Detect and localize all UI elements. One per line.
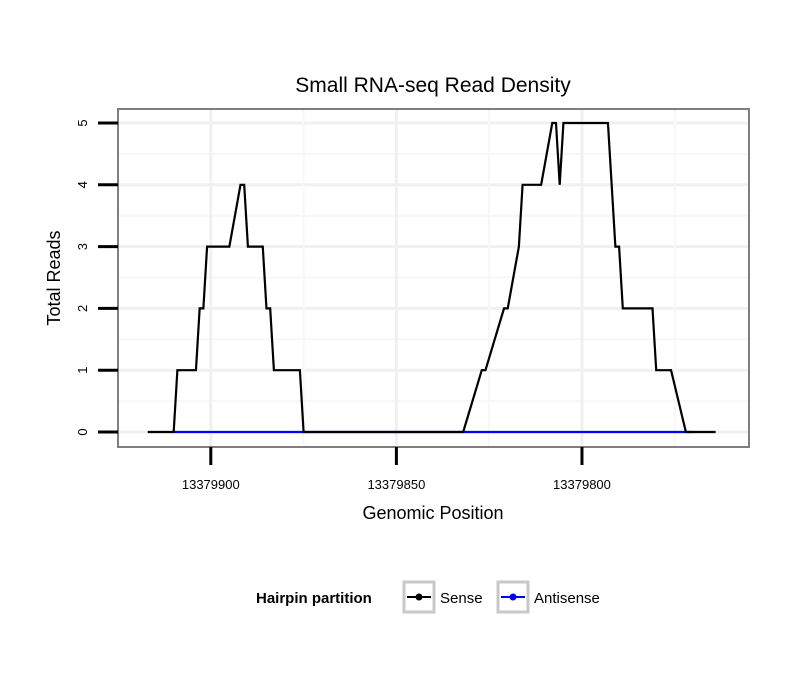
legend: Hairpin partition Sense Antisense — [256, 580, 600, 614]
legend-title: Hairpin partition — [256, 590, 372, 607]
legend-key-point — [415, 593, 423, 601]
y-tick-label: 3 — [75, 243, 90, 250]
x-axis: 13379900 13379850 13379800 — [182, 447, 611, 492]
x-tick-label: 13379900 — [182, 477, 240, 492]
x-tick-label: 13379800 — [553, 477, 611, 492]
series-line-sense — [147, 121, 716, 434]
grid — [117, 109, 749, 447]
chart-title: Small RNA-seq Read Density — [295, 74, 571, 97]
legend-items: Sense Antisense — [402, 580, 600, 614]
y-tick-label: 5 — [75, 119, 90, 126]
y-tick-label: 1 — [75, 367, 90, 374]
legend-item-antisense: Antisense — [496, 580, 600, 614]
x-tick-label: 13379850 — [367, 477, 425, 492]
y-tick-label: 4 — [75, 181, 90, 188]
legend-key-point — [509, 593, 517, 601]
series-layer — [147, 121, 716, 434]
legend-label: Antisense — [534, 590, 600, 607]
legend-label: Sense — [440, 590, 483, 607]
y-axis-title: Total Reads — [44, 230, 64, 325]
y-tick-label: 0 — [75, 428, 90, 435]
legend-item-sense: Sense — [402, 580, 483, 614]
plot-panel — [117, 108, 750, 448]
y-tick-label: 2 — [75, 305, 90, 312]
y-axis: 0 1 2 3 4 5 — [75, 119, 118, 436]
x-axis-title: Genomic Position — [362, 503, 503, 523]
